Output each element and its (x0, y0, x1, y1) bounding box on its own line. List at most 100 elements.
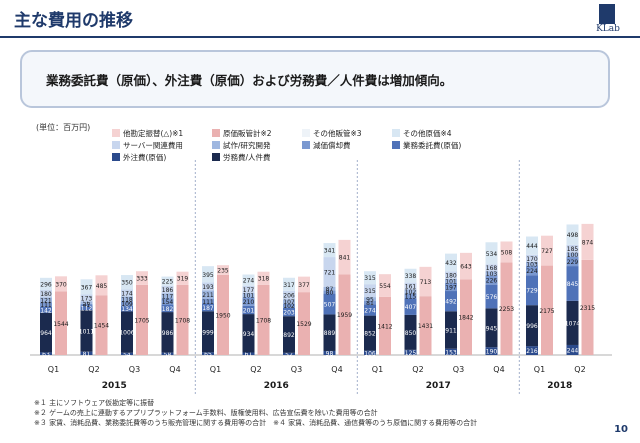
bar-segment-labor2 (217, 274, 229, 355)
legend-label: 原価販管計※2 (223, 129, 272, 138)
legend-label: 試作/研究開発 (223, 141, 271, 150)
legend-swatch (212, 129, 220, 137)
legend-label: 他勘定振替(△)※1 (123, 129, 184, 138)
data-label: 125 (405, 350, 417, 357)
data-label: 121 (40, 297, 52, 304)
legend-item: サーバー関連費用 (112, 140, 183, 151)
data-label: 333 (136, 276, 148, 283)
data-label: 889 (324, 330, 336, 337)
data-label: 296 (40, 281, 52, 288)
bar-segment-outsourcing (161, 352, 174, 355)
data-label: 197 (445, 284, 457, 291)
data-label: 1011 (79, 328, 94, 335)
data-label: 727 (541, 248, 553, 255)
data-label: 1529 (296, 321, 311, 328)
footnotes: ※１ 主にソフトウェア仮勘定等に振替 ※２ ゲームの売上に連動するアプリプラット… (34, 398, 477, 428)
data-label: 100 (567, 252, 579, 259)
bar-segment-contract (121, 305, 133, 312)
bar-segment-sga_cost (217, 265, 229, 275)
bar-segment-labor (202, 311, 214, 353)
bar-segment-sga_cost (379, 274, 391, 297)
data-label: 576 (486, 294, 498, 301)
bar-segment-trial (566, 252, 579, 257)
data-label: 117 (162, 293, 174, 300)
data-label: 235 (217, 268, 229, 275)
bar-segment-sga_cost (581, 223, 594, 260)
bar-segment-labor (445, 311, 457, 349)
bar-segment-outsourcing (202, 352, 214, 355)
bar-segment-depreciation (242, 297, 255, 306)
data-label: 112 (81, 305, 93, 312)
data-label: 934 (243, 331, 255, 338)
bar-segment-contract (404, 298, 417, 315)
data-label: 485 (96, 283, 108, 290)
data-label: 444 (526, 243, 538, 250)
x-tick-label: Q2 (574, 365, 585, 374)
bar-segment-other_cost (121, 275, 133, 290)
year-label: 2015 (102, 381, 127, 391)
data-label: 554 (379, 283, 391, 290)
bar-segment-outsourcing (80, 351, 93, 355)
bar-segment-trial (80, 301, 93, 304)
x-tick-label: Q1 (372, 365, 383, 374)
data-label: 996 (526, 323, 538, 330)
data-label: 173 (81, 295, 93, 302)
title-divider (0, 36, 640, 38)
bar-segment-trial (364, 297, 376, 302)
bar-segment-depreciation (121, 301, 133, 306)
data-label: 180 (40, 291, 52, 298)
bar-segment-depreciation (161, 298, 174, 305)
bar-segment-labor2 (136, 284, 148, 355)
bar-segment-depreciation (566, 256, 579, 267)
bar-segment-depreciation (323, 290, 336, 294)
legend-label: 業務委託費(原価) (403, 141, 462, 150)
bar-segment-contract (283, 307, 295, 317)
data-label: 507 (324, 302, 336, 309)
bar-segment-trial (283, 299, 295, 304)
data-label: 713 (420, 279, 432, 286)
x-tick-label: Q3 (453, 365, 464, 374)
data-label: 168 (486, 265, 498, 272)
bar-segment-labor (40, 312, 52, 353)
data-label: 999 (202, 329, 214, 336)
legend-label: サーバー関連費用 (123, 141, 183, 150)
bar-segment-other_cost (323, 243, 336, 258)
data-label: 161 (405, 283, 417, 290)
data-label: 964 (40, 330, 52, 337)
page-title: 主な費用の推移 (14, 11, 133, 31)
legend-swatch (112, 153, 120, 161)
bar-segment-labor (242, 314, 255, 353)
data-label: 1074 (565, 320, 580, 327)
data-label: 318 (258, 276, 270, 283)
year-label: 2018 (547, 381, 572, 391)
footnote-2: ※２ ゲームの売上に連動するアプリプラットフォーム手数料、版権使用料、広告宣伝費… (34, 409, 378, 417)
data-label: 1708 (256, 317, 271, 324)
data-label: 206 (283, 293, 295, 300)
data-label: 52 (285, 351, 293, 358)
data-label: 185 (567, 246, 579, 253)
bar-segment-labor2 (419, 296, 432, 355)
bar-segment-depreciation (202, 299, 214, 304)
data-label: 81 (83, 351, 91, 358)
data-label: 492 (445, 299, 457, 306)
bar-segment-depreciation (40, 302, 52, 307)
bar-segment-depreciation (404, 293, 417, 299)
data-label: 407 (405, 304, 417, 311)
data-label: 193 (202, 284, 214, 291)
legend-item: その他原価※4 (392, 128, 452, 139)
data-label: 182 (162, 306, 174, 313)
data-label: 180 (445, 273, 457, 280)
footnote-3: ※３ 家賃、消耗品費、業務委託費等のうち販売管理に関する費用等の合計 ※４ 家賃… (34, 419, 478, 427)
x-tick-label: Q1 (48, 365, 59, 374)
bar-segment-labor2 (95, 295, 108, 355)
bar-segment-other_cost (161, 276, 174, 286)
data-label: 244 (567, 347, 579, 354)
legend-swatch (112, 129, 120, 137)
bar-segment-labor2 (460, 279, 472, 355)
data-label: 350 (121, 280, 133, 287)
bar-segment-trial (404, 289, 417, 294)
data-label: 1454 (94, 323, 109, 330)
data-label: 395 (202, 272, 214, 279)
data-label: 852 (364, 331, 376, 338)
data-label: 101 (445, 278, 457, 285)
